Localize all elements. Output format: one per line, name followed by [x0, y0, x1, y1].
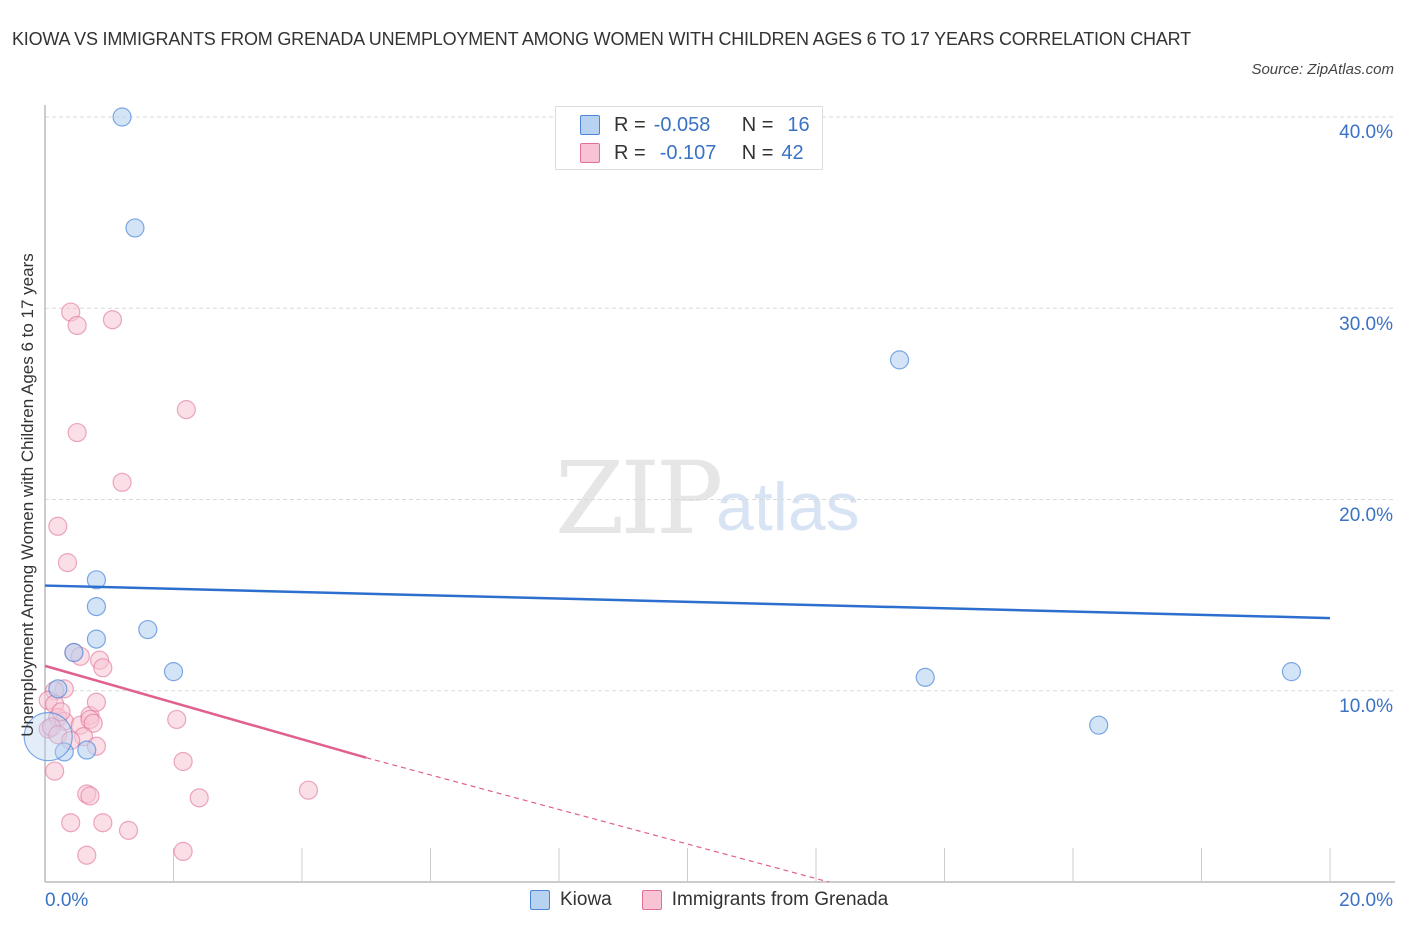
- watermark-zip: ZIP: [555, 440, 723, 557]
- n-label: N =: [741, 141, 774, 164]
- kiowa-point: [125, 218, 145, 238]
- n-value: 16: [787, 113, 810, 136]
- kiowa-point: [1281, 662, 1302, 682]
- chart-title: KIOWA VS IMMIGRANTS FROM GRENADA UNEMPLO…: [12, 29, 1191, 49]
- n-value: 42: [781, 141, 804, 164]
- source-label: Source: ZipAtlas.com: [1251, 61, 1394, 78]
- legend-grenada[interactable]: Immigrants from Grenada: [671, 889, 889, 910]
- grenada-trend-line: [44, 664, 367, 759]
- grenada-swatch-icon: [580, 143, 600, 163]
- r-value: -0.058: [653, 113, 711, 136]
- kiowa-point: [86, 629, 107, 649]
- y-axis-label: Unemployment Among Women with Children A…: [18, 253, 37, 737]
- grenada-point: [93, 813, 113, 833]
- grenada-point: [112, 472, 132, 492]
- y-tick-20: 20.0%: [1339, 505, 1393, 526]
- grenada-point: [45, 761, 65, 781]
- grenada-point: [102, 310, 123, 330]
- grenada-point: [298, 780, 319, 800]
- grenada-points: [38, 302, 319, 865]
- grenada-point: [51, 702, 71, 722]
- grenada-point: [77, 845, 97, 865]
- grenada-point: [83, 713, 103, 733]
- y-tick-30: 30.0%: [1339, 314, 1393, 335]
- grenada-point: [173, 841, 193, 862]
- grenada-point: [80, 786, 100, 806]
- kiowa-trend-line: [44, 584, 1331, 620]
- watermark-atlas: atlas: [716, 469, 860, 545]
- grenada-point: [67, 315, 87, 336]
- correlation-legend: R = -0.058 N = 16 R = -0.107 N = 42: [555, 106, 823, 170]
- grenada-point: [48, 516, 68, 536]
- grenada-point: [93, 658, 113, 678]
- grenada-point: [67, 422, 87, 443]
- gridlines: [45, 116, 1395, 692]
- kiowa-point: [64, 642, 84, 663]
- r-label: R =: [614, 113, 646, 136]
- series-legend: Kiowa Immigrants from Grenada: [530, 889, 888, 911]
- grenada-trend-extension: [366, 757, 830, 883]
- kiowa-point: [1089, 715, 1109, 735]
- grenada-point: [176, 400, 196, 420]
- kiowa-point: [889, 350, 910, 370]
- y-tick-10: 10.0%: [1339, 696, 1393, 717]
- kiowa-point: [915, 667, 935, 687]
- grenada-point: [118, 820, 139, 840]
- grenada-point: [86, 692, 107, 712]
- grenada-point: [173, 751, 193, 772]
- trend-lines: [44, 584, 1331, 883]
- r-value: -0.107: [659, 141, 717, 164]
- kiowa-point: [163, 662, 184, 682]
- grenada-point: [61, 813, 81, 833]
- grenada-swatch-icon: [641, 890, 662, 910]
- axes: [44, 105, 1395, 883]
- kiowa-point: [86, 570, 107, 590]
- kiowa-point: [54, 742, 74, 762]
- kiowa-swatch-icon: [580, 115, 600, 135]
- legend-row-kiowa: R = -0.058 N = 16: [580, 112, 810, 138]
- grenada-point: [57, 553, 78, 573]
- grenada-point: [167, 709, 187, 730]
- y-tick-40: 40.0%: [1339, 122, 1393, 143]
- kiowa-point: [48, 679, 68, 699]
- legend-kiowa[interactable]: Kiowa: [560, 889, 612, 910]
- kiowa-point: [112, 107, 132, 127]
- kiowa-point: [138, 619, 158, 640]
- kiowa-point: [86, 596, 107, 617]
- x-tick-20: 20.0%: [1339, 890, 1393, 911]
- kiowa-swatch-icon: [530, 890, 550, 910]
- kiowa-points: [23, 107, 1302, 762]
- r-label: R =: [614, 141, 646, 164]
- kiowa-point: [23, 712, 73, 762]
- kiowa-point: [77, 740, 97, 760]
- legend-row-grenada: R = -0.107 N = 42: [580, 140, 804, 166]
- x-tick-0: 0.0%: [45, 890, 89, 911]
- grenada-point: [189, 788, 209, 808]
- n-label: N =: [741, 113, 774, 136]
